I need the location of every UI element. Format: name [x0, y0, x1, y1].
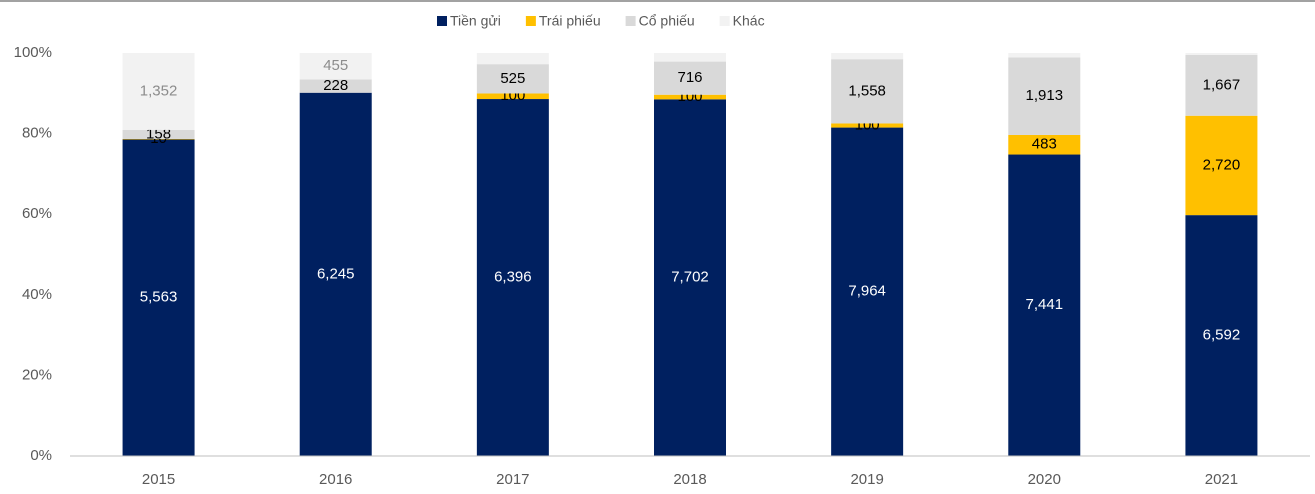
legend: Tiền gửi Trái phiếu Cổ phiếu Khác: [437, 13, 765, 29]
x-tick-label: 2020: [1028, 471, 1061, 488]
legend-label: Trái phiếu: [539, 13, 601, 29]
bar-segment: [476, 53, 549, 65]
bar-segment: [654, 61, 726, 95]
bar-segment: [122, 129, 195, 139]
x-tick-label: 2018: [673, 471, 706, 488]
data-label: 716: [677, 69, 702, 86]
data-label: 6,245: [317, 265, 355, 282]
data-label: 5,563: [140, 289, 178, 306]
bar-segment: [1185, 53, 1258, 55]
bar-segment: [122, 139, 195, 456]
data-label: 1,558: [848, 82, 886, 99]
data-label: 7,702: [671, 269, 709, 286]
y-tick-label: 100%: [14, 44, 52, 61]
x-tick-label: 2016: [319, 471, 352, 488]
bar-segment: [831, 123, 904, 128]
legend-swatch: [625, 16, 636, 26]
data-label: 7,441: [1026, 296, 1064, 313]
bar-segment: [476, 93, 549, 100]
data-label: 2,720: [1203, 156, 1241, 173]
data-label: 1,913: [1026, 87, 1064, 104]
data-label: 228: [323, 77, 348, 94]
data-label: 6,592: [1203, 327, 1241, 344]
bar-segment: [654, 53, 726, 62]
bar-segment: [1185, 215, 1258, 456]
bar-segment: [1008, 154, 1081, 456]
bar-segment: [122, 53, 195, 130]
data-label: 6,396: [494, 268, 532, 285]
bar-segment: [654, 99, 726, 457]
bar-segment: [1185, 54, 1258, 116]
data-label: 483: [1032, 136, 1057, 153]
legend-swatch: [525, 16, 536, 26]
bar-segment: [122, 138, 195, 140]
x-tick-label: 2017: [496, 471, 529, 488]
bar-segment: [654, 94, 726, 100]
bar-segment: [1008, 134, 1081, 155]
bar-segment: [831, 59, 904, 124]
y-tick-label: 20%: [22, 366, 52, 383]
x-tick-label: 2021: [1205, 471, 1238, 488]
bar-segment: [299, 53, 372, 80]
x-tick-label: 2015: [142, 471, 175, 488]
y-tick-label: 60%: [22, 205, 52, 222]
bar-segment: [831, 53, 904, 60]
legend-label: Khác: [733, 13, 765, 29]
bar-segment: [1008, 57, 1081, 135]
data-label: 1,667: [1203, 76, 1241, 93]
y-tick-label: 40%: [22, 286, 52, 303]
bar-segment: [299, 79, 372, 93]
legend-swatch: [437, 16, 447, 26]
bar-segment: [476, 64, 549, 94]
legend-label: Cổ phiếu: [639, 13, 695, 29]
bar-segment: [476, 99, 549, 457]
bar-segment: [831, 127, 904, 456]
data-label: 7,964: [848, 283, 886, 300]
bar-segment: [1008, 53, 1081, 58]
data-label: 525: [500, 70, 525, 87]
y-tick-label: 80%: [22, 125, 52, 142]
bar-segment: [299, 92, 372, 457]
x-tick-label: 2019: [850, 471, 883, 488]
legend-swatch: [719, 16, 730, 26]
data-label: 1,352: [140, 82, 178, 99]
bar-segment: [1185, 115, 1258, 216]
legend-label: Tiền gửi: [450, 13, 501, 29]
y-tick-label: 0%: [30, 447, 52, 464]
data-label: 455: [323, 57, 348, 74]
